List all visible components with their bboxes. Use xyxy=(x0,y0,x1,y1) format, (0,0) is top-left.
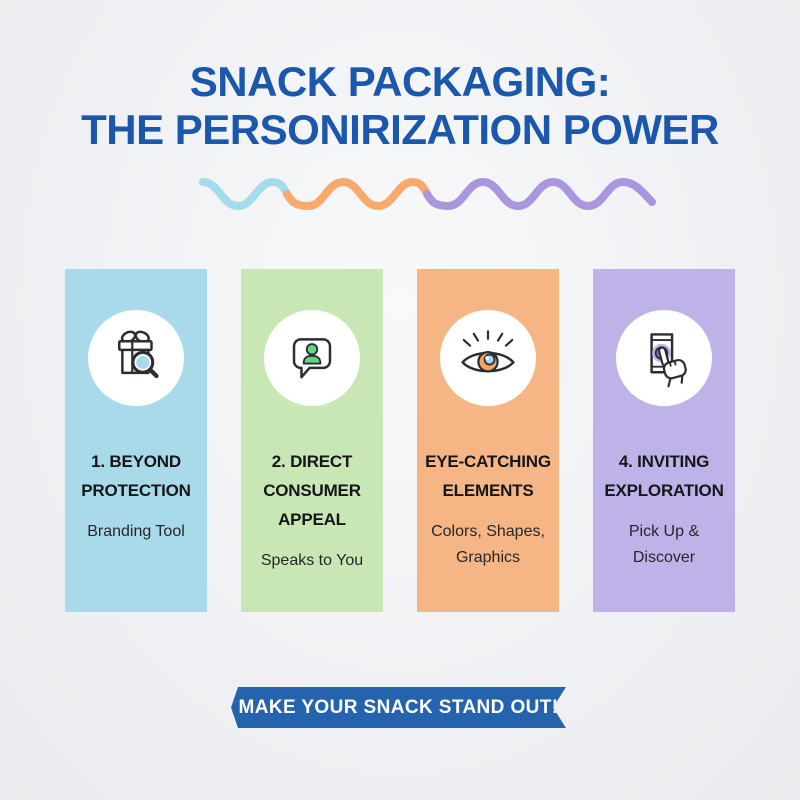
wave-divider xyxy=(199,177,656,211)
speech-bubble-person-icon xyxy=(292,338,332,379)
icon-circle xyxy=(88,310,184,406)
wave-segment-purple xyxy=(423,177,656,211)
wave-segment-orange xyxy=(283,177,431,211)
title-line-2: THE PERSONIRIZATION POWER xyxy=(81,106,719,153)
card-heading: 1. BEYOND PROTECTION xyxy=(81,452,191,500)
gift-magnifier-icon xyxy=(118,330,159,379)
cards-row: 1. BEYOND PROTECTION Branding Tool 2. DI… xyxy=(65,269,735,612)
card-subtext: Speaks to You xyxy=(260,552,364,569)
card-heading: 2. DIRECT CONSUMER APPEAL xyxy=(263,452,361,529)
icon-circle xyxy=(616,310,712,406)
banner-label: MAKE YOUR SNACK STAND OUT! xyxy=(238,696,559,718)
title-line-1: SNACK PACKAGING: xyxy=(189,58,611,105)
card-heading: EYE-CATCHING ELEMENTS xyxy=(425,452,551,500)
icon-circle xyxy=(264,310,360,406)
card-eye-catching-elements: EYE-CATCHING ELEMENTS Colors, Shapes, Gr… xyxy=(417,269,559,612)
card-heading: 4. INVITING EXPLORATION xyxy=(604,452,724,500)
banner-ribbon: MAKE YOUR SNACK STAND OUT! xyxy=(231,687,566,728)
packet-tap-icon xyxy=(650,333,687,388)
wave-segment-cyan xyxy=(199,177,291,211)
card-direct-consumer-appeal: 2. DIRECT CONSUMER APPEAL Speaks to You xyxy=(241,269,383,612)
eye-icon xyxy=(461,330,515,373)
card-beyond-protection: 1. BEYOND PROTECTION Branding Tool xyxy=(65,269,207,612)
card-subtext: Colors, Shapes, Graphics xyxy=(431,523,545,566)
card-subtext: Pick Up & Discover xyxy=(628,523,700,566)
page-title: SNACK PACKAGING: THE PERSONIRIZATION POW… xyxy=(0,58,800,154)
card-subtext: Branding Tool xyxy=(87,523,185,540)
card-inviting-exploration: 4. INVITING EXPLORATION Pick Up & Discov… xyxy=(593,269,735,612)
icon-circle xyxy=(440,310,536,406)
